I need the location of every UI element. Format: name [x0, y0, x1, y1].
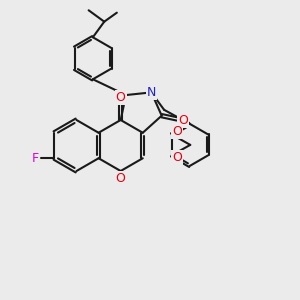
Text: O: O	[116, 91, 126, 104]
Text: F: F	[32, 152, 38, 165]
Text: O: O	[172, 151, 182, 164]
Text: N: N	[147, 86, 156, 99]
Text: O: O	[178, 114, 188, 127]
Text: O: O	[116, 172, 126, 185]
Text: O: O	[172, 125, 182, 139]
